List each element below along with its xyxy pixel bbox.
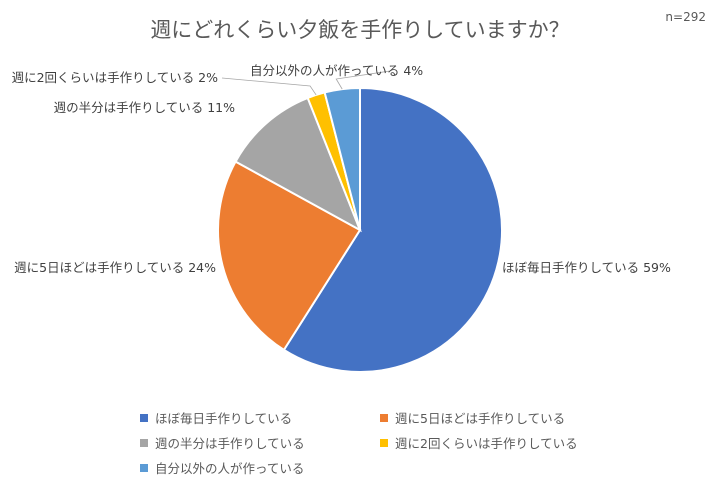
legend-item: 週に2回くらいは手作りしている [380, 433, 578, 452]
data-label: 週に2回くらいは手作りしている 2% [12, 70, 219, 85]
pie-slice [282, 86, 503, 373]
leader-line [335, 70, 391, 90]
legend-swatch [140, 413, 148, 422]
legend-label: 週に2回くらいは手作りしている [395, 436, 578, 451]
pie-slice [217, 160, 362, 352]
legend-label: 週の半分は手作りしている [155, 436, 305, 451]
legend-swatch [380, 438, 388, 447]
legend-item: 週に5日ほどは手作りしている [380, 408, 565, 427]
data-label: 週に5日ほどは手作りしている 24% [14, 260, 216, 275]
legend-swatch [380, 413, 388, 422]
legend-item: 自分以外の人が作っている [140, 458, 304, 477]
legend-item: 週の半分は手作りしている [140, 433, 305, 452]
chart-title: 週にどれくらい夕飯を手作りしていますか？ [150, 18, 570, 42]
data-label: ほぼ毎日手作りしている 59% [502, 260, 671, 275]
legend-item: ほぼ毎日手作りしている [140, 408, 292, 427]
leader-line [221, 77, 317, 96]
sample-size: n=292 [665, 10, 706, 24]
legend-label: 週に5日ほどは手作りしている [395, 411, 566, 426]
legend-swatch [140, 438, 148, 447]
legend-label: 自分以外の人が作っている [155, 461, 305, 476]
data-label: 週の半分は手作りしている 11% [54, 100, 236, 115]
legend-label: ほぼ毎日手作りしている [155, 411, 293, 426]
data-label: 自分以外の人が作っている 4% [250, 63, 423, 78]
legend-swatch [140, 463, 148, 472]
pie-slice [234, 96, 362, 233]
